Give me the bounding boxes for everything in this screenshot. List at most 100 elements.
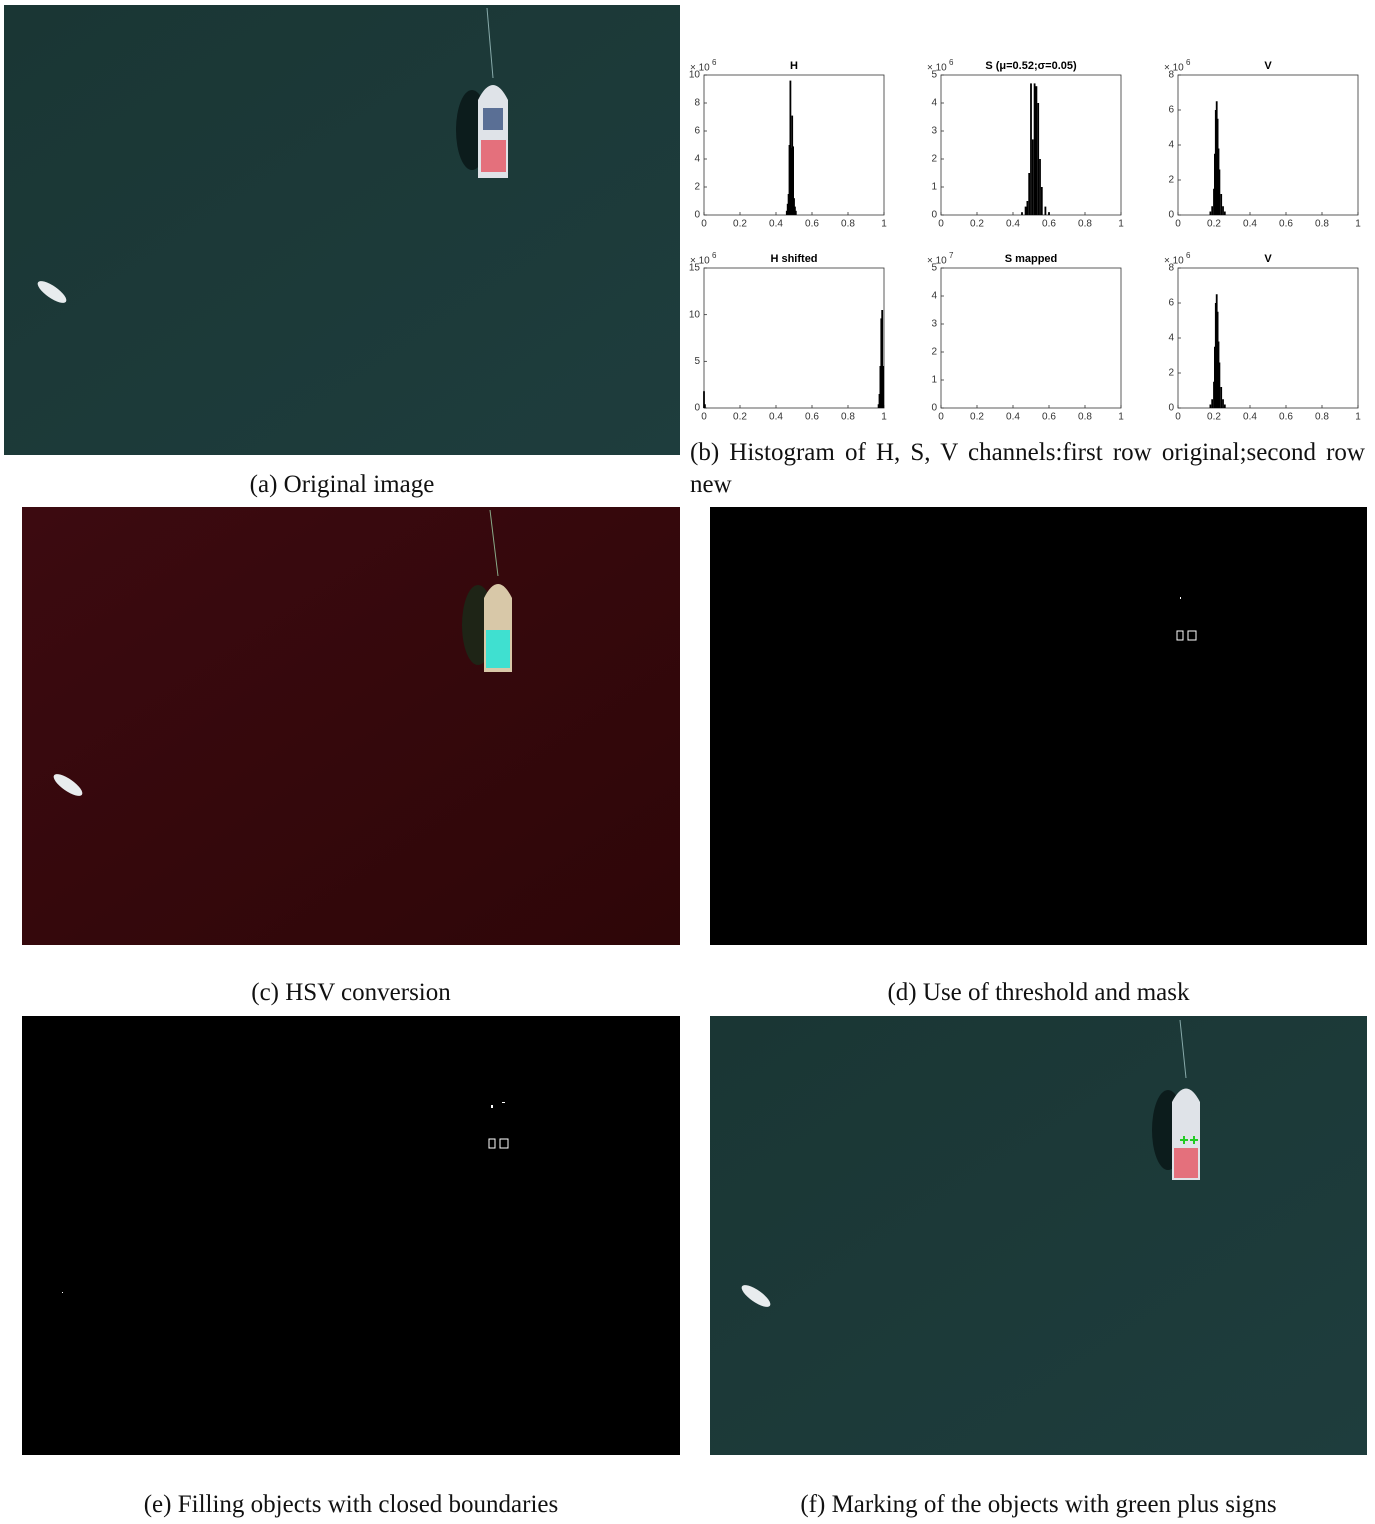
y-tick-label: 0: [694, 210, 700, 221]
bar: [1021, 212, 1023, 215]
x-tick-label: 0: [938, 412, 944, 423]
x-tick-label: 1: [881, 412, 887, 423]
bar: [1025, 207, 1027, 215]
x-tick-label: 0.4: [769, 219, 783, 230]
x-tick-label: 0.6: [805, 412, 819, 423]
bar: [1222, 206, 1224, 215]
caption: (c) HSV conversion: [22, 977, 680, 1009]
y-tick-label: 4: [1168, 140, 1174, 151]
x-tick-label: 0.4: [1243, 412, 1257, 423]
plot-frame: [1178, 75, 1358, 215]
plot-frame: [941, 268, 1121, 408]
x-tick-label: 1: [1118, 412, 1124, 423]
bar: [1036, 86, 1038, 215]
y-tick-label: 5: [931, 263, 937, 274]
x-tick-label: 1: [881, 219, 887, 230]
exponent: 6: [712, 251, 717, 260]
exponent: 7: [949, 251, 954, 260]
y-tick-label: 0: [931, 210, 937, 221]
x-tick-label: 0.4: [1243, 219, 1257, 230]
x-tick-label: 0.2: [733, 412, 747, 423]
y-tick-label: 2: [931, 347, 937, 358]
x-tick-label: 0: [1175, 412, 1181, 423]
deck: [1174, 1148, 1198, 1178]
y-tick-label: 2: [1168, 368, 1174, 379]
y-tick-label: 15: [689, 263, 701, 274]
x-tick-label: 0.8: [1078, 412, 1092, 423]
x-tick-label: 0.6: [1279, 219, 1293, 230]
y-tick-label: 3: [931, 319, 937, 330]
y-tick-label: 4: [931, 291, 937, 302]
y-tick-label: 5: [931, 70, 937, 81]
y-tick-label: 1: [931, 375, 937, 386]
x-tick-label: 0.4: [769, 412, 783, 423]
exponent-base: × 10: [1164, 256, 1184, 267]
y-tick-label: 0: [931, 403, 937, 414]
y-tick-label: 6: [1168, 298, 1174, 309]
y-tick-label: 4: [931, 98, 937, 109]
bar: [1028, 173, 1030, 215]
caption: (f) Marking of the objects with green pl…: [710, 1489, 1367, 1521]
x-tick-label: 0.8: [1078, 219, 1092, 230]
x-tick-label: 1: [1355, 412, 1361, 423]
caption: (a) Original image: [4, 469, 680, 501]
x-tick-label: 0.6: [1042, 412, 1056, 423]
y-tick-label: 8: [1168, 70, 1174, 81]
image-mask: [710, 507, 1367, 945]
figure: H× 10600.20.40.60.810246810S (μ=0.52;σ=0…: [0, 0, 1375, 1524]
hist-title: S (μ=0.52;σ=0.05): [985, 60, 1077, 72]
exponent-base: × 10: [927, 256, 947, 267]
x-tick-label: 0.6: [805, 219, 819, 230]
bar: [795, 211, 797, 215]
deck: [481, 140, 506, 172]
image-hsv: [22, 507, 680, 945]
bar: [1224, 405, 1226, 409]
bar: [1030, 83, 1032, 215]
bar: [1039, 159, 1041, 215]
cabin: [483, 108, 503, 130]
bar: [1210, 405, 1212, 409]
hist-title: V: [1264, 253, 1272, 265]
exponent: 6: [1186, 251, 1191, 260]
hist-title: H shifted: [770, 253, 817, 265]
hist-title: H: [790, 60, 798, 72]
x-tick-label: 0.2: [1207, 219, 1221, 230]
deck: [486, 630, 510, 668]
blob: [491, 1105, 493, 1108]
exponent-base: × 10: [927, 63, 947, 74]
x-tick-label: 0.2: [970, 412, 984, 423]
y-tick-label: 3: [931, 126, 937, 137]
y-tick-label: 10: [689, 309, 701, 320]
bar: [1027, 201, 1029, 215]
x-tick-label: 0.2: [1207, 412, 1221, 423]
bar: [1211, 399, 1213, 408]
x-tick-label: 0.2: [970, 219, 984, 230]
bar: [1219, 170, 1221, 216]
blob: [502, 1102, 505, 1103]
caption: (b) Histogram of H, S, V channels:first …: [690, 437, 1365, 501]
bar: [1041, 187, 1043, 215]
bar: [704, 404, 706, 408]
image-original: [4, 5, 680, 455]
y-tick-label: 8: [694, 98, 700, 109]
x-tick-label: 0.2: [733, 219, 747, 230]
x-tick-label: 0: [1175, 219, 1181, 230]
y-tick-label: 10: [689, 70, 701, 81]
bar: [1211, 206, 1213, 215]
exponent: 6: [712, 58, 717, 67]
bar: [1219, 363, 1221, 409]
x-tick-label: 0.8: [1315, 219, 1329, 230]
y-tick-label: 2: [694, 182, 700, 193]
y-tick-label: 8: [1168, 263, 1174, 274]
bar: [1034, 83, 1036, 215]
x-tick-label: 1: [1118, 219, 1124, 230]
y-tick-label: 2: [931, 154, 937, 165]
bar: [1045, 207, 1047, 215]
page: H× 10600.20.40.60.810246810S (μ=0.52;σ=0…: [0, 0, 1375, 1524]
bar: [1048, 212, 1050, 215]
y-tick-label: 4: [694, 154, 700, 165]
y-tick-label: 6: [1168, 105, 1174, 116]
x-tick-label: 0: [938, 219, 944, 230]
y-tick-label: 1: [931, 182, 937, 193]
